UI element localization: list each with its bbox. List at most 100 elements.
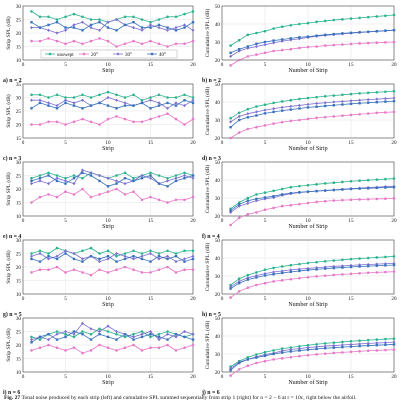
panel-c-series-line — [31, 99, 194, 109]
panel-c-data-point — [64, 98, 67, 102]
panel-i-data-point — [123, 333, 127, 336]
panel-a-data-point — [157, 23, 161, 27]
panel-e-data-point — [191, 195, 195, 199]
panel-f-data-point — [332, 199, 336, 202]
panel-e-data-point — [115, 187, 118, 191]
panel-h-data-point — [349, 257, 353, 261]
panel-e-data-point — [166, 185, 169, 188]
panel-e-data-point — [38, 174, 42, 177]
panel-c-xtick-label: 20 — [190, 140, 196, 146]
panel-b-series-line — [230, 41, 395, 66]
panel-g-data-point — [174, 260, 178, 264]
panel-d-data-point — [332, 94, 336, 97]
panel-e-data-point — [38, 177, 42, 180]
panel-i-data-point — [72, 346, 76, 350]
panel-d-data-point — [375, 90, 379, 94]
panel-e-data-point — [55, 176, 59, 180]
panel-j-series-line — [230, 338, 395, 367]
panel-c-data-point — [72, 101, 76, 105]
panel-i-data-point — [140, 330, 144, 333]
panel-a-data-point — [72, 39, 76, 43]
panel-j-data-point — [298, 344, 301, 348]
panel-h-data-point — [349, 265, 353, 269]
panel-c-series-line — [31, 91, 194, 101]
panel-a-data-point — [72, 26, 76, 29]
panel-j-data-point — [263, 359, 267, 363]
panel-i-data-point — [30, 338, 33, 342]
panel-b-data-point — [280, 48, 284, 52]
panel-c-data-point — [106, 95, 110, 100]
panel-j-data-point — [383, 341, 387, 345]
panel-h-data-point — [280, 279, 284, 282]
panel-a-data-point — [38, 39, 42, 43]
panel-b-data-point — [358, 42, 361, 45]
panel-e-data-point — [132, 176, 135, 180]
panel-g-data-point — [115, 268, 118, 272]
panel-a-data-point — [191, 39, 195, 43]
panel-g-data-point — [106, 249, 110, 253]
panel-c-xtick-label: 15 — [148, 140, 154, 146]
panel-h-data-point — [237, 279, 241, 283]
panel-a-data-point — [166, 45, 169, 48]
panel-a-legend-marker — [116, 52, 120, 56]
panel-e-data-point — [123, 182, 127, 186]
panel-b-ytick-label: 20 — [215, 58, 221, 64]
panel-d-data-point — [306, 117, 310, 121]
panel-e-data-point — [55, 174, 59, 177]
panel-j-ytick-label: 50 — [215, 316, 221, 322]
panel-c-axes-frame — [22, 83, 194, 139]
panel-h-xtick-label: 5 — [264, 296, 267, 302]
panel-g-data-point — [81, 257, 84, 261]
panel-i-data-point — [106, 335, 110, 339]
panel-e-data-point — [47, 174, 50, 177]
panel-c-data-point — [132, 104, 135, 107]
panel-d-xlabel: Number of Strip — [288, 145, 327, 152]
panel-a-data-point — [183, 26, 186, 29]
panel-h-data-point — [341, 266, 344, 269]
panel-e-data-point — [183, 198, 186, 202]
panel-f-data-point — [289, 203, 293, 207]
panel-h-axes-frame — [221, 239, 395, 295]
panel-f-data-point — [324, 189, 327, 192]
panel-f-xtick-label: 5 — [264, 218, 267, 224]
panel-a-ytick-label: 20 — [16, 31, 22, 37]
panel-g-data-point — [132, 268, 135, 272]
panel-j-data-point — [246, 364, 250, 368]
panel-h-data-point — [237, 290, 241, 293]
panel-i-data-point — [81, 321, 84, 325]
panel-e-data-point — [115, 179, 118, 183]
panel-a-xtick-label: 10 — [105, 62, 111, 68]
panel-c-data-point — [115, 98, 118, 102]
panel-a-data-point — [132, 39, 135, 43]
panel-a-data-point — [106, 26, 110, 29]
panel-i-data-point — [55, 330, 59, 333]
panel-f-data-point — [358, 179, 361, 183]
panel-g-xtick-label: 15 — [148, 296, 154, 302]
panel-b-xtick-label: 15 — [348, 62, 354, 68]
panel-d-data-point — [349, 102, 353, 105]
panel-i-data-point — [132, 338, 135, 341]
panel-f-data-point — [246, 201, 250, 205]
panel-i-data-point — [132, 343, 135, 347]
panel-g-data-point — [72, 257, 76, 261]
panel-f-data-point — [315, 200, 318, 204]
panel-j-data-point — [289, 346, 293, 349]
panel-b-data-point — [246, 55, 250, 58]
panel-b-data-point — [358, 16, 361, 20]
panel-a-data-point — [115, 45, 118, 48]
panel-i-data-point — [64, 329, 67, 334]
panel-h-data-point — [366, 256, 370, 260]
panel-c-data-point — [30, 123, 33, 126]
panel-c-data-point — [72, 104, 76, 107]
panel-a-data-point — [166, 28, 169, 32]
panel-c-xtick-label: 5 — [64, 140, 67, 146]
panel-a-data-point — [55, 18, 59, 21]
panel-h-xtick-label: 20 — [391, 296, 397, 302]
panel-i-data-point — [157, 346, 161, 350]
panel-f-data-point — [289, 185, 293, 189]
panel-d-data-point — [237, 131, 241, 134]
panel-d-xtick-label: 10 — [305, 140, 311, 146]
panel-b-ytick-label: 40 — [215, 22, 221, 28]
panel-h-data-point — [280, 265, 284, 268]
